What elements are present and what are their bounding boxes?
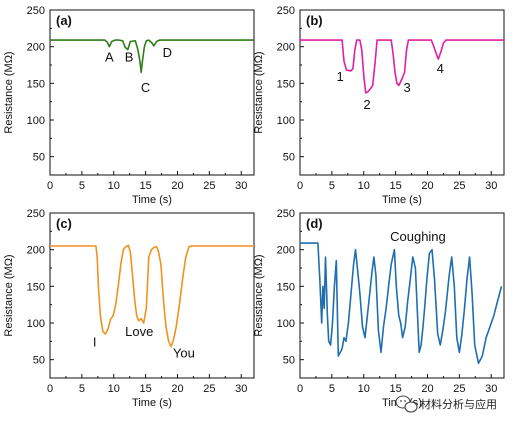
annotation-label: Love	[125, 324, 153, 339]
y-tick-label: 250	[277, 5, 295, 17]
y-tick-label: 150	[277, 78, 295, 90]
y-tick-label: 50	[283, 152, 295, 164]
panel-a: 0 5 10 15 20 25 30 50 100 150 200 250 Time (s) Resist…	[3, 5, 255, 206]
x-tick-label: 10	[358, 383, 370, 395]
x-tick-label: 30	[235, 180, 247, 192]
y-tick-label: 200	[27, 245, 45, 257]
wechat-icon	[395, 395, 418, 413]
y-axis-label: Resistance (MΩ)	[253, 254, 265, 336]
x-tick-label: 20	[421, 383, 433, 395]
series-line	[300, 39, 504, 94]
x-tick-label: 0	[297, 180, 303, 192]
annotation-label: 3	[403, 80, 410, 95]
watermark-text: 材料分析与应用	[420, 397, 497, 411]
annotation-label: I	[93, 334, 97, 349]
plot-frame	[299, 9, 505, 176]
x-tick-label: 15	[390, 383, 402, 395]
panel-c: 0 5 10 15 20 25 30 50 100 150 200 250 Time (s) Resist…	[3, 208, 255, 409]
x-tick-label: 30	[235, 383, 247, 395]
x-axis-label: Time (s)	[132, 194, 172, 206]
annotation-label: B	[125, 49, 134, 64]
panel-label: (a)	[56, 13, 72, 28]
annotation-label: 2	[363, 97, 370, 112]
panel-label: (c)	[56, 216, 72, 231]
panel-label: (b)	[306, 13, 323, 28]
y-tick-label: 100	[277, 115, 295, 127]
y-tick-label: 100	[277, 318, 295, 330]
x-tick-label: 5	[79, 383, 85, 395]
plot-frame	[49, 9, 255, 176]
annotation-label: 4	[437, 61, 444, 76]
x-tick-label: 10	[108, 383, 120, 395]
x-tick-label: 5	[329, 383, 335, 395]
plot-frame	[299, 212, 505, 379]
x-tick-label: 15	[390, 180, 402, 192]
series-line	[50, 244, 254, 348]
x-tick-label: 0	[47, 383, 53, 395]
y-tick-label: 100	[27, 318, 45, 330]
y-tick-label: 200	[277, 42, 295, 54]
annotation-label: C	[141, 80, 150, 95]
y-tick-label: 200	[277, 245, 295, 257]
y-tick-label: 250	[277, 208, 295, 220]
y-tick-label: 200	[27, 42, 45, 54]
x-tick-label: 20	[421, 180, 433, 192]
y-tick-label: 50	[33, 152, 45, 164]
annotation-label: 1	[337, 69, 344, 84]
x-tick-label: 20	[171, 383, 183, 395]
plot-frame	[49, 212, 255, 379]
y-axis-label: Resistance (MΩ)	[253, 51, 265, 133]
x-tick-label: 25	[203, 383, 215, 395]
series-line	[300, 242, 503, 365]
y-tick-label: 50	[33, 355, 45, 367]
x-tick-label: 10	[358, 180, 370, 192]
x-tick-label: 10	[108, 180, 120, 192]
y-tick-label: 150	[277, 281, 295, 293]
annotation-label: Coughing	[390, 229, 446, 244]
x-tick-label: 5	[329, 180, 335, 192]
annotation-label: You	[173, 345, 195, 360]
y-axis-label: Resistance (MΩ)	[3, 51, 15, 133]
x-tick-label: 25	[203, 180, 215, 192]
x-tick-label: 0	[47, 180, 53, 192]
x-tick-label: 5	[79, 180, 85, 192]
x-tick-label: 30	[485, 180, 497, 192]
y-tick-label: 50	[283, 355, 295, 367]
panel-b: 0 5 10 15 20 25 30 50 100 150 200 250 Time (s) Resist…	[253, 5, 505, 206]
y-axis-label: Resistance (MΩ)	[3, 254, 15, 336]
annotation-label: D	[163, 45, 172, 60]
series-line	[50, 39, 254, 74]
x-tick-label: 20	[171, 180, 183, 192]
watermark: 材料分析与应用	[395, 395, 497, 413]
y-tick-label: 150	[27, 281, 45, 293]
x-tick-label: 15	[140, 383, 152, 395]
x-tick-label: 15	[140, 180, 152, 192]
y-tick-label: 250	[27, 5, 45, 17]
y-tick-label: 150	[27, 78, 45, 90]
x-tick-label: 25	[453, 180, 465, 192]
y-tick-label: 250	[27, 208, 45, 220]
x-tick-label: 25	[453, 383, 465, 395]
x-axis-label: Time (s)	[382, 194, 422, 206]
x-axis-label: Time (s)	[132, 397, 172, 409]
y-tick-label: 100	[27, 115, 45, 127]
x-tick-label: 0	[297, 383, 303, 395]
annotation-label: A	[105, 49, 114, 64]
panel-label: (d)	[306, 216, 323, 231]
x-tick-label: 30	[485, 383, 497, 395]
